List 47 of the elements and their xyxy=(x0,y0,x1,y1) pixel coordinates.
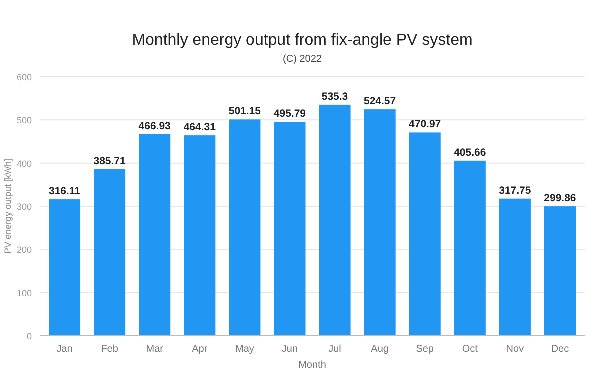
x-tick-label: Dec xyxy=(551,344,570,355)
bar xyxy=(499,198,531,336)
bar xyxy=(319,104,351,336)
x-tick-label: May xyxy=(235,344,254,355)
bar xyxy=(184,136,216,336)
data-label: 299.86 xyxy=(544,192,576,205)
bar xyxy=(409,132,441,336)
y-tick-label: 100 xyxy=(16,288,32,298)
bar xyxy=(544,206,576,336)
x-tick-label: Nov xyxy=(506,344,524,355)
x-tick-label: Sep xyxy=(416,344,434,355)
x-tick-label: Aug xyxy=(371,344,389,355)
x-tick-label: Jun xyxy=(282,344,298,355)
data-label: 501.15 xyxy=(228,106,262,118)
bar xyxy=(139,134,171,336)
bar xyxy=(94,170,126,336)
y-tick-label: 400 xyxy=(16,158,32,169)
data-label: 470.97 xyxy=(409,118,442,131)
x-tick-label: Feb xyxy=(101,344,119,355)
bar xyxy=(274,122,306,336)
data-label: 495.79 xyxy=(274,108,306,120)
y-tick-label: 500 xyxy=(16,116,32,126)
bar xyxy=(49,200,81,336)
data-label: 317.75 xyxy=(499,184,532,197)
bar xyxy=(454,160,486,336)
data-label: 316.11 xyxy=(49,186,81,198)
x-tick-label: Apr xyxy=(192,344,208,355)
bar xyxy=(229,120,261,336)
data-label: 405.66 xyxy=(454,146,486,159)
y-axis-title: PV energy output [kWh] xyxy=(3,158,13,254)
y-tick-label: 600 xyxy=(16,72,32,82)
chart-title: Monthly energy output from fix-angle PV system xyxy=(132,32,473,49)
data-label: 535.3 xyxy=(322,90,348,103)
chart-subtitle: (C) 2022 xyxy=(283,54,322,65)
y-tick-label: 200 xyxy=(16,245,32,256)
y-tick-label: 300 xyxy=(16,202,32,212)
x-tick-label: Jul xyxy=(328,344,342,355)
x-tick-label: Jan xyxy=(56,344,73,355)
x-tick-label: Oct xyxy=(462,344,478,355)
y-tick-label: 0 xyxy=(26,332,32,342)
data-label: 385.71 xyxy=(94,156,126,168)
x-axis-title: Month xyxy=(298,360,326,371)
data-label: 466.93 xyxy=(138,120,172,132)
data-label: 464.31 xyxy=(184,122,216,134)
x-tick-label: Mar xyxy=(146,344,164,355)
bar xyxy=(364,110,396,336)
data-label: 524.57 xyxy=(364,96,396,108)
